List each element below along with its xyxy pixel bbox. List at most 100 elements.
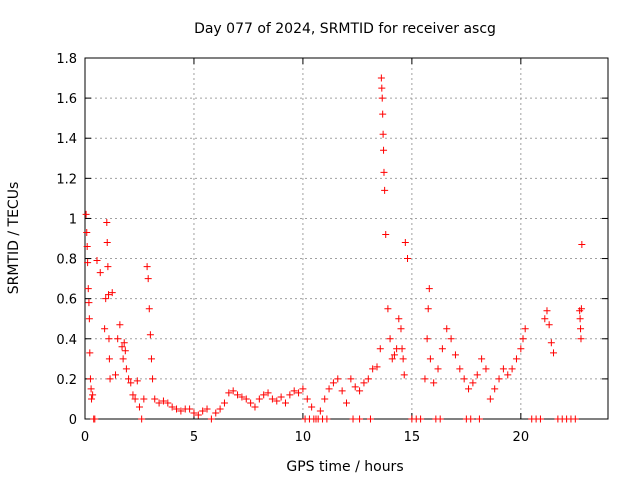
data-point bbox=[325, 385, 333, 393]
data-point bbox=[96, 269, 104, 277]
data-point bbox=[86, 349, 94, 357]
data-point bbox=[121, 347, 129, 355]
data-point bbox=[388, 355, 396, 363]
data-point bbox=[147, 355, 155, 363]
data-point bbox=[329, 379, 337, 387]
data-point bbox=[264, 389, 272, 397]
data-point bbox=[102, 295, 110, 303]
data-point bbox=[225, 389, 233, 397]
data-point bbox=[277, 393, 285, 401]
axis-ticks: 0 0.2 0.4 0.6 0.8 1 1.2 1.4 1.6 1.8 0 5 10 15 20 bbox=[56, 52, 608, 445]
data-points bbox=[82, 74, 586, 423]
data-point bbox=[127, 379, 135, 387]
y-tick-label: 0.2 bbox=[56, 373, 77, 388]
x-tick-label: 5 bbox=[190, 430, 198, 445]
data-point bbox=[343, 399, 350, 407]
data-point bbox=[475, 415, 483, 423]
data-point bbox=[186, 405, 194, 413]
data-point bbox=[238, 393, 246, 401]
data-point bbox=[144, 275, 152, 283]
data-point bbox=[247, 399, 255, 407]
x-tick-label: 0 bbox=[81, 430, 89, 445]
data-point bbox=[112, 371, 120, 379]
data-point bbox=[143, 263, 151, 271]
data-point bbox=[381, 186, 389, 194]
data-point bbox=[473, 371, 481, 379]
data-point bbox=[545, 321, 553, 329]
data-point bbox=[356, 387, 364, 395]
data-point bbox=[173, 405, 181, 413]
y-tick-label: 1 bbox=[69, 212, 77, 227]
data-point bbox=[129, 391, 137, 399]
plot-frame bbox=[84, 57, 609, 420]
data-point bbox=[469, 379, 477, 387]
data-point bbox=[491, 385, 499, 393]
data-point bbox=[105, 335, 113, 343]
data-point bbox=[347, 375, 355, 383]
data-point bbox=[255, 395, 263, 403]
data-point bbox=[89, 391, 97, 399]
data-point bbox=[541, 315, 549, 323]
data-point bbox=[212, 409, 220, 417]
data-point bbox=[421, 375, 429, 383]
data-point bbox=[571, 415, 579, 423]
data-point bbox=[349, 415, 357, 423]
y-tick-label: 0 bbox=[69, 413, 77, 428]
data-point bbox=[380, 168, 388, 176]
data-point bbox=[308, 403, 316, 411]
data-point bbox=[145, 305, 153, 313]
data-point bbox=[122, 365, 130, 373]
data-point bbox=[400, 371, 408, 379]
data-point bbox=[106, 375, 114, 383]
data-point bbox=[84, 259, 92, 267]
data-point bbox=[119, 355, 127, 363]
data-point bbox=[508, 365, 516, 373]
data-point bbox=[268, 395, 276, 403]
data-point bbox=[401, 239, 409, 247]
y-tick-label: 0.8 bbox=[56, 253, 77, 268]
data-point bbox=[486, 395, 494, 403]
data-point bbox=[87, 385, 95, 393]
data-point bbox=[338, 387, 346, 395]
data-point bbox=[377, 74, 385, 82]
data-point bbox=[356, 415, 364, 423]
data-point bbox=[135, 403, 143, 411]
data-point bbox=[378, 94, 386, 102]
data-point bbox=[116, 321, 124, 329]
data-point bbox=[550, 349, 558, 357]
data-point bbox=[103, 239, 111, 247]
data-point bbox=[323, 415, 331, 423]
data-point bbox=[242, 395, 250, 403]
data-point bbox=[364, 375, 372, 383]
data-point bbox=[234, 391, 242, 399]
data-point bbox=[425, 285, 433, 293]
chart-title: Day 077 of 2024, SRMTID for receiver asc… bbox=[194, 21, 496, 37]
data-point bbox=[577, 325, 585, 333]
data-point bbox=[149, 375, 157, 383]
data-point bbox=[84, 285, 92, 293]
data-point bbox=[467, 415, 475, 423]
data-point bbox=[82, 210, 90, 218]
data-point bbox=[177, 407, 185, 415]
data-point bbox=[120, 339, 128, 347]
data-point bbox=[417, 415, 425, 423]
data-point bbox=[576, 315, 584, 323]
data-point bbox=[366, 415, 374, 423]
data-point bbox=[273, 397, 281, 405]
data-point bbox=[229, 387, 237, 395]
data-point bbox=[465, 385, 473, 393]
data-point bbox=[83, 243, 91, 251]
data-point bbox=[190, 409, 198, 417]
data-point bbox=[114, 335, 122, 343]
data-point bbox=[519, 335, 527, 343]
data-point bbox=[93, 257, 101, 265]
data-point bbox=[251, 403, 259, 411]
y-tick-label: 1.8 bbox=[56, 52, 77, 67]
data-point bbox=[373, 363, 381, 371]
data-point bbox=[379, 110, 387, 118]
x-tick-label: 20 bbox=[513, 430, 530, 445]
data-point bbox=[424, 305, 432, 313]
data-point bbox=[443, 325, 451, 333]
data-point bbox=[384, 305, 392, 313]
